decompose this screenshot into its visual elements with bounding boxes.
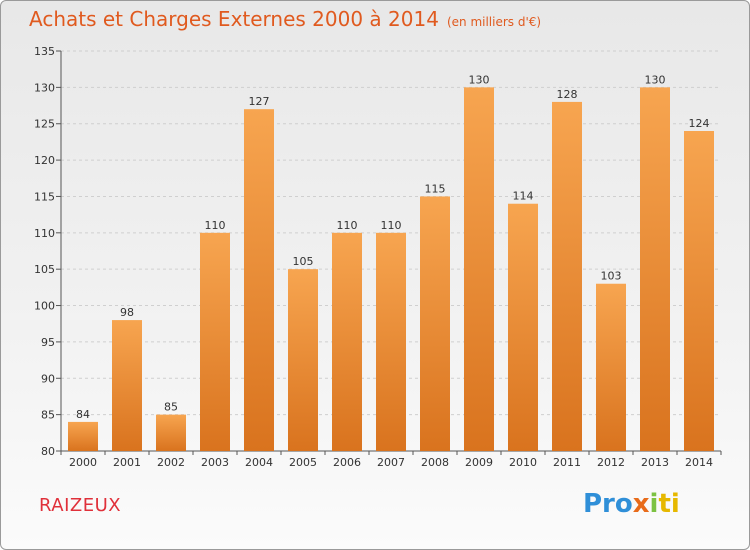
y-tick-label: 80 [41, 445, 55, 458]
bar-2003 [200, 232, 230, 451]
bar-2013 [640, 87, 670, 451]
chart-title-text: Achats et Charges Externes 2000 à 2014 [29, 7, 439, 31]
chart-title: Achats et Charges Externes 2000 à 2014 (e… [29, 7, 541, 31]
x-tick-label: 2005 [289, 456, 317, 469]
x-tick-label: 2003 [201, 456, 229, 469]
data-label: 110 [381, 219, 402, 232]
x-tick-label: 2014 [685, 456, 713, 469]
label-layer: 2000 84 2001 98 2002 85 2003 110 2004 127 2005 105 2… [69, 73, 713, 469]
bar-2001 [112, 320, 142, 451]
y-tick-label: 125 [34, 118, 55, 131]
x-tick-label: 2009 [465, 456, 493, 469]
bar-2011 [552, 101, 582, 451]
x-tick-label: 2013 [641, 456, 669, 469]
bar-2006 [332, 232, 362, 451]
bar-2008 [420, 196, 450, 451]
y-tick-label: 115 [34, 190, 55, 203]
data-label: 103 [601, 270, 622, 283]
x-tick-label: 2007 [377, 456, 405, 469]
data-label: 98 [120, 306, 134, 319]
proxiti-logo: Proxiti [583, 489, 680, 519]
y-tick-label: 100 [34, 300, 55, 313]
bar-2000 [68, 421, 98, 451]
y-tick-label: 85 [41, 409, 55, 422]
bar-2005 [288, 269, 318, 451]
commune-name: RAIZEUX [39, 495, 122, 516]
data-label: 110 [337, 219, 358, 232]
x-tick-label: 2000 [69, 456, 97, 469]
bar-2009 [464, 87, 494, 451]
logo-part-2: x [632, 489, 650, 519]
data-label: 130 [469, 73, 490, 86]
data-label: 105 [293, 255, 314, 268]
data-label: 114 [513, 190, 534, 203]
x-tick-label: 2011 [553, 456, 581, 469]
y-tick-label: 120 [34, 154, 55, 167]
x-tick-label: 2012 [597, 456, 625, 469]
y-tick-label: 95 [41, 336, 55, 349]
y-tick-label: 135 [34, 45, 55, 58]
data-label: 110 [205, 219, 226, 232]
bar-2014 [684, 131, 714, 451]
data-label: 85 [164, 401, 178, 414]
x-tick-label: 2004 [245, 456, 273, 469]
bar-2010 [508, 203, 538, 451]
x-tick-label: 2006 [333, 456, 361, 469]
bar-layer [68, 87, 714, 451]
data-label: 84 [76, 408, 90, 421]
logo-part-3: i [649, 489, 659, 519]
bar-2004 [244, 109, 274, 451]
x-tick-label: 2010 [509, 456, 537, 469]
data-label: 130 [645, 73, 666, 86]
y-tick-label: 90 [41, 372, 55, 385]
x-tick-label: 2002 [157, 456, 185, 469]
y-tick-label: 105 [34, 263, 55, 276]
x-tick-label: 2001 [113, 456, 141, 469]
data-label: 128 [557, 88, 578, 101]
logo-part-4: ti [658, 489, 680, 519]
x-tick-label: 2008 [421, 456, 449, 469]
data-label: 115 [425, 182, 446, 195]
logo-part-1: Pro [583, 489, 633, 519]
y-tick-label: 110 [34, 227, 55, 240]
chart-subtitle: (en milliers d'€) [446, 15, 542, 29]
data-label: 124 [689, 117, 710, 130]
data-label: 127 [249, 95, 270, 108]
y-tick-label: 130 [34, 81, 55, 94]
bar-2007 [376, 232, 406, 451]
bar-2012 [596, 283, 626, 451]
bar-2002 [156, 414, 186, 451]
